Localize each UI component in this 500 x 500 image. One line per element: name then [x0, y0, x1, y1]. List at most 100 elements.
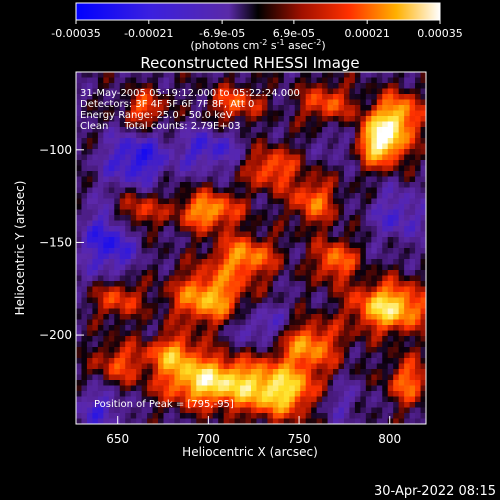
- heatmap-cell: [218, 270, 225, 276]
- heatmap-cell: [125, 286, 132, 293]
- heatmap-cell: [185, 341, 192, 348]
- heatmap-cell: [207, 209, 214, 216]
- heatmap-cell: [158, 204, 164, 210]
- heatmap-cell: [371, 347, 378, 353]
- heatmap-cell: [92, 160, 99, 166]
- heatmap-cell: [185, 176, 192, 183]
- heatmap-cell: [201, 127, 208, 133]
- heatmap-cell: [261, 154, 268, 161]
- heatmap-cell: [201, 330, 208, 337]
- heatmap-cell: [158, 220, 164, 227]
- heatmap-cell: [152, 275, 159, 282]
- heatmap-cell: [119, 160, 126, 166]
- heatmap-cell: [300, 143, 307, 150]
- heatmap-cell: [212, 341, 219, 348]
- heatmap-cell: [360, 127, 367, 133]
- heatmap-cell: [305, 165, 312, 172]
- heatmap-cell: [365, 264, 372, 271]
- heatmap-cell: [305, 259, 312, 265]
- heatmap-cell: [190, 319, 197, 326]
- heatmap-cell: [371, 127, 378, 133]
- heatmap-cell: [409, 143, 416, 150]
- heatmap-cell: [92, 187, 99, 194]
- heatmap-cell: [398, 286, 405, 293]
- heatmap-cell: [201, 264, 208, 271]
- heatmap-cell: [125, 198, 132, 205]
- heatmap-cell: [190, 237, 197, 243]
- heatmap-cell: [212, 154, 219, 161]
- heatmap-cell: [103, 105, 110, 111]
- heatmap-cell: [393, 413, 400, 419]
- heatmap-cell: [218, 347, 225, 353]
- heatmap-cell: [234, 330, 241, 337]
- heatmap-cell: [382, 132, 389, 139]
- heatmap-cell: [185, 116, 192, 122]
- heatmap-cell: [168, 292, 175, 298]
- heatmap-cell: [365, 88, 372, 95]
- heatmap-cell: [420, 209, 427, 216]
- heatmap-cell: [234, 83, 241, 89]
- heatmap-cell: [305, 380, 312, 386]
- heatmap-cell: [398, 319, 405, 326]
- heatmap-cell: [420, 143, 427, 150]
- heatmap-cell: [398, 418, 405, 425]
- heatmap-cell: [272, 187, 279, 194]
- heatmap-cell: [108, 391, 115, 397]
- heatmap-cell: [136, 402, 143, 408]
- heatmap-cell: [92, 165, 99, 172]
- heatmap-cell: [333, 226, 339, 232]
- heatmap-cell: [97, 160, 104, 166]
- heatmap-cell: [147, 171, 153, 177]
- heatmap-cell: [136, 385, 143, 392]
- heatmap-cell: [322, 127, 328, 133]
- heatmap-cell: [338, 209, 345, 216]
- heatmap-cell: [92, 385, 99, 392]
- heatmap-cell: [409, 281, 416, 287]
- heatmap-cell: [393, 341, 400, 348]
- heatmap-cell: [420, 237, 427, 243]
- heatmap-cell: [163, 231, 170, 238]
- heatmap-cell: [234, 94, 241, 100]
- heatmap-cell: [201, 248, 208, 254]
- heatmap-cell: [300, 292, 307, 298]
- heatmap-cell: [278, 176, 285, 183]
- heatmap-cell: [168, 281, 175, 287]
- heatmap-cell: [245, 72, 252, 78]
- heatmap-cell: [163, 303, 170, 309]
- heatmap-cell: [119, 198, 126, 205]
- heatmap-cell: [322, 402, 328, 408]
- heatmap-cell: [212, 330, 219, 337]
- heatmap-cell: [278, 110, 285, 117]
- heatmap-cell: [185, 132, 192, 139]
- y-tick-label: −200: [39, 328, 72, 342]
- heatmap-cell: [365, 413, 372, 419]
- heatmap-cell: [229, 341, 235, 348]
- heatmap-cell: [300, 264, 307, 271]
- heatmap-cell: [201, 358, 208, 364]
- heatmap-cell: [196, 363, 203, 370]
- heatmap-cell: [168, 88, 175, 95]
- heatmap-cell: [322, 407, 328, 414]
- heatmap-cell: [108, 209, 115, 216]
- heatmap-cell: [190, 264, 197, 271]
- heatmap-cell: [103, 281, 110, 287]
- heatmap-cell: [76, 165, 82, 172]
- heatmap-cell: [343, 341, 350, 348]
- heatmap-cell: [190, 209, 197, 216]
- heatmap-cell: [141, 160, 148, 166]
- heatmap-cell: [103, 121, 110, 128]
- heatmap-cell: [316, 253, 323, 260]
- heatmap-cell: [420, 220, 427, 227]
- heatmap-cell: [223, 314, 230, 320]
- heatmap-cell: [218, 182, 225, 188]
- heatmap-cell: [163, 281, 170, 287]
- heatmap-cell: [179, 253, 186, 260]
- heatmap-cell: [152, 281, 159, 287]
- heatmap-cell: [240, 374, 246, 381]
- heatmap-cell: [163, 138, 170, 144]
- heatmap-cell: [316, 77, 323, 84]
- heatmap-cell: [360, 380, 367, 386]
- heatmap-cell: [168, 253, 175, 260]
- heatmap-cell: [404, 193, 410, 199]
- heatmap-cell: [316, 182, 323, 188]
